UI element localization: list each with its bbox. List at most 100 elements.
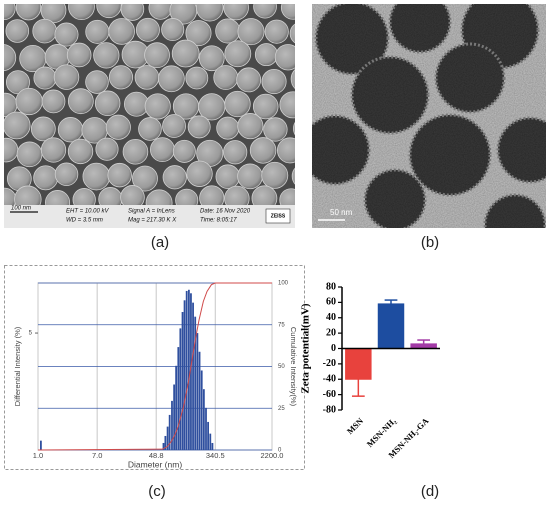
bar — [175, 365, 178, 450]
tem-particle — [352, 57, 428, 133]
nanoparticle — [95, 137, 119, 161]
nanoparticle — [187, 115, 211, 139]
nanoparticle — [291, 167, 295, 185]
nanoparticle — [144, 93, 171, 120]
bar — [192, 302, 194, 450]
y-tick-label: 0 — [331, 343, 336, 354]
cumulative-line — [37, 282, 272, 451]
nanoparticle — [82, 162, 111, 191]
y-axis-label: Differential Intensity (%) — [13, 326, 22, 406]
nanoparticle — [4, 4, 16, 21]
y2-tick-label: 100 — [278, 281, 289, 287]
nanoparticle — [171, 39, 200, 68]
nanoparticle — [134, 65, 160, 90]
nanoparticle — [290, 69, 295, 89]
y2-tick-label: 75 — [278, 322, 285, 328]
tem-image — [312, 4, 546, 228]
nanoparticle — [108, 65, 134, 90]
tem-particle — [410, 115, 490, 195]
nanoparticle — [261, 161, 289, 189]
nanoparticle — [107, 162, 132, 188]
panel-border — [4, 265, 305, 470]
tem-particle-rim — [408, 113, 492, 197]
nanoparticle — [185, 66, 209, 90]
nanoparticle — [67, 88, 94, 115]
nanoparticle — [280, 4, 295, 20]
x-tick-label: 48.8 — [149, 451, 164, 460]
bar — [162, 442, 165, 450]
nanoparticle — [15, 87, 43, 116]
panel-label: (a) — [151, 234, 169, 251]
tem-scale-label: 50 nm — [330, 208, 353, 217]
nanoparticle — [195, 4, 224, 22]
y-tick-label: 5 — [29, 331, 33, 337]
tem-particle — [498, 118, 546, 182]
tem-particle-rim — [388, 4, 452, 54]
bar — [181, 312, 184, 450]
nanoparticle — [249, 137, 277, 164]
bar — [196, 333, 199, 450]
info-bar — [4, 205, 295, 228]
nanoparticle — [293, 121, 295, 136]
y-tick-label: -60 — [323, 389, 336, 400]
brand-box — [265, 208, 291, 224]
panel-label: (c) — [148, 483, 166, 500]
tem-particle-rim — [350, 55, 430, 135]
nanoparticle — [223, 4, 249, 21]
x-tick-label: 2200.0 — [261, 451, 284, 460]
x-axis-label: Diameter (nm) — [128, 459, 182, 469]
sem-date: Date: 16 Nov 2020 — [200, 209, 251, 215]
nanoparticle — [33, 165, 59, 191]
y-tick-label: -20 — [323, 358, 336, 369]
sem-time: Time: 8:05:17 — [200, 218, 237, 224]
nanoparticle — [120, 4, 145, 21]
bar — [198, 351, 201, 450]
bar — [194, 316, 197, 450]
nanoparticle — [85, 70, 109, 94]
y2-tick-label: 25 — [278, 406, 285, 412]
bar — [177, 347, 180, 450]
bar — [377, 303, 405, 350]
nanoparticle — [132, 165, 158, 192]
nanoparticle — [261, 69, 287, 95]
sem-info-bar: 100 nm EHT = 10.00 kV WD = 3.5 mm Signal… — [4, 205, 295, 228]
tem-particle-rim — [460, 4, 540, 70]
nanoparticle — [162, 165, 187, 190]
nanoparticle — [148, 4, 173, 20]
nanoparticle — [158, 65, 185, 93]
tem-particle — [312, 116, 369, 184]
nanoparticle — [237, 113, 264, 140]
nanoparticle — [237, 163, 263, 190]
bar — [207, 421, 210, 450]
nanoparticle — [224, 40, 252, 68]
sem-eht: EHT = 10.00 kV — [66, 209, 110, 215]
nanoparticle — [40, 137, 67, 163]
nanoparticle — [57, 117, 84, 143]
y-tick-label: -40 — [323, 374, 336, 385]
tem-particle-rim — [314, 4, 390, 76]
nanoparticle — [162, 114, 186, 138]
y2-axis-label: Cumulative Intensity(%) — [289, 327, 298, 407]
nanoparticle — [41, 89, 66, 114]
tem-particle-rim — [312, 114, 371, 186]
bar — [179, 328, 182, 450]
nanoparticle — [161, 18, 185, 42]
bar — [171, 400, 173, 450]
nanoparticle — [66, 42, 92, 68]
nanoparticle — [54, 22, 79, 47]
sem-mag: Mag = 217.30 K X — [128, 218, 177, 224]
bar — [202, 389, 205, 450]
nanoparticle — [224, 90, 251, 118]
nanoparticle — [138, 117, 162, 141]
x-tick-label: 7.0 — [92, 451, 102, 460]
sem-signal: Signal A = InLens — [128, 209, 175, 215]
nanoparticle — [236, 67, 262, 93]
nanoparticle — [237, 18, 265, 46]
bar — [39, 440, 42, 450]
bar — [187, 289, 190, 450]
bar — [190, 293, 192, 450]
bar — [183, 300, 186, 450]
nanoparticle — [53, 64, 80, 90]
y2-tick-label: 0 — [278, 448, 282, 454]
